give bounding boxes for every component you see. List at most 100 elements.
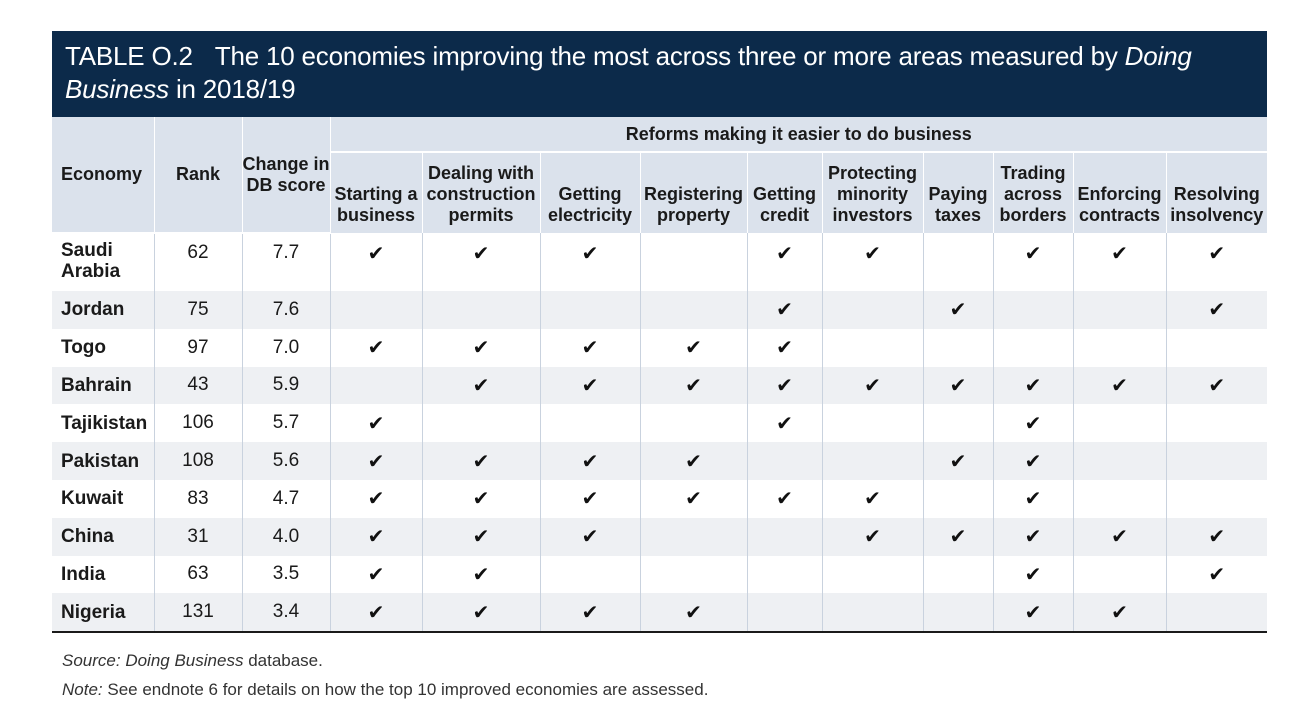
change-cell: 7.0: [241, 328, 330, 367]
header-reform-2: Getting electricity: [539, 152, 640, 233]
reform-cell: ✔: [421, 555, 540, 594]
reform-cell: ✔: [992, 442, 1073, 480]
check-icon: ✔: [1208, 526, 1226, 549]
check-icon: ✔: [776, 299, 793, 322]
check-icon: ✔: [685, 450, 702, 473]
economy-cell: India: [61, 563, 106, 585]
check-icon: ✔: [472, 374, 490, 397]
reform-cell: ✔: [639, 366, 747, 405]
reform-cell: ✔: [639, 328, 747, 367]
reform-cell: [746, 442, 822, 480]
check-icon: ✔: [776, 412, 793, 435]
check-icon: ✔: [1111, 243, 1128, 265]
reform-cell: [1165, 442, 1268, 480]
change-cell: 5.6: [241, 442, 330, 480]
reform-cell: [329, 366, 422, 405]
check-icon: ✔: [472, 243, 490, 265]
reform-cell: ✔: [1165, 233, 1268, 291]
reform-cell: [1165, 593, 1268, 634]
reform-cell: [539, 291, 640, 329]
check-icon: ✔: [685, 374, 702, 397]
table-row: Tajikistan 106 5.7 ✔ ✔ ✔: [52, 404, 1268, 443]
check-icon: ✔: [472, 601, 490, 624]
check-icon: ✔: [949, 374, 967, 397]
reform-cell: [1072, 328, 1166, 367]
reform-cell: ✔: [421, 593, 540, 634]
check-icon: ✔: [472, 488, 490, 511]
table-row: Kuwait 83 4.7 ✔ ✔ ✔ ✔ ✔ ✔ ✔: [52, 479, 1268, 518]
reform-cell: [639, 517, 747, 556]
check-icon: ✔: [949, 526, 967, 549]
change-cell: 7.7: [241, 233, 330, 291]
reform-cell: ✔: [992, 479, 1073, 518]
reform-cell: ✔: [992, 593, 1073, 634]
reform-cell: ✔: [1165, 555, 1268, 594]
reform-cell: ✔: [1072, 233, 1166, 291]
check-icon: ✔: [367, 243, 385, 265]
economy-cell: Pakistan: [52, 442, 154, 480]
header-economy: Economy: [52, 117, 154, 234]
reform-cell: ✔: [992, 404, 1073, 443]
check-icon: ✔: [1024, 526, 1042, 549]
rank-cell: 106: [153, 404, 242, 443]
header-reform-1: Dealing with construction permits: [421, 152, 540, 233]
title-italic: Doing Business: [65, 41, 1192, 104]
reform-cell: [821, 442, 923, 480]
check-icon: ✔: [1111, 601, 1128, 624]
reform-cell: ✔: [639, 442, 747, 480]
check-icon: ✔: [367, 337, 385, 360]
check-icon: ✔: [949, 299, 967, 322]
rank-cell: 97: [153, 328, 242, 367]
reform-cell: [1165, 479, 1268, 518]
economy-cell: China: [52, 517, 154, 556]
reform-cell: ✔: [329, 517, 422, 556]
rank-cell: 62: [153, 233, 242, 291]
table-row: Pakistan 108 5.6 ✔ ✔ ✔ ✔ ✔ ✔: [52, 442, 1268, 480]
reform-cell: [821, 404, 923, 443]
check-icon: ✔: [581, 601, 599, 624]
rank-cell: 131: [153, 593, 242, 634]
reform-cell: [1165, 328, 1268, 367]
header-reforms-group: Reforms making it easier to do business: [329, 117, 1268, 153]
reform-cell: [639, 555, 747, 594]
reform-cell: ✔: [821, 233, 923, 291]
reform-cell: ✔: [1165, 517, 1268, 556]
check-icon: ✔: [367, 563, 385, 586]
check-icon: ✔: [1208, 374, 1226, 397]
reform-cell: ✔: [639, 593, 747, 634]
reform-cell: ✔: [421, 442, 540, 480]
check-icon: ✔: [685, 601, 702, 624]
reform-cell: [746, 555, 822, 594]
check-icon: ✔: [864, 374, 881, 397]
check-icon: ✔: [472, 450, 490, 473]
check-icon: ✔: [1024, 563, 1042, 586]
check-icon: ✔: [472, 337, 490, 360]
check-icon: ✔: [1024, 601, 1042, 624]
reform-cell: ✔: [992, 555, 1073, 594]
reform-cell: ✔: [329, 593, 422, 634]
economy-cell: Nigeria: [52, 593, 154, 634]
table-row: Saudi Arabia 62 7.7 ✔ ✔ ✔ ✔ ✔ ✔ ✔ ✔: [52, 233, 1268, 291]
check-icon: ✔: [367, 450, 385, 473]
economy-cell: Togo: [61, 337, 107, 359]
reform-cell: ✔: [922, 291, 993, 329]
change-cell: 5.9: [241, 366, 330, 405]
check-icon: ✔: [1024, 374, 1042, 397]
economy-cell: Bahrain: [52, 366, 154, 405]
check-icon: ✔: [864, 526, 881, 549]
reform-cell: [421, 291, 540, 329]
check-icon: ✔: [367, 601, 385, 624]
reform-cell: [746, 517, 822, 556]
rank-cell: 63: [153, 555, 242, 594]
header-reform-6: Paying taxes: [922, 152, 993, 233]
reform-cell: ✔: [639, 479, 747, 518]
reform-cell: ✔: [992, 366, 1073, 405]
table-notes: Source: Doing Business database. Note: S…: [62, 646, 708, 704]
rank-cell: 43: [153, 366, 242, 405]
reform-cell: [329, 291, 422, 329]
reform-cell: [922, 479, 993, 518]
reform-cell: ✔: [329, 479, 422, 518]
reforms-table: Economy Rank Change in DB score Reforms …: [52, 117, 1268, 634]
change-cell: 4.7: [241, 479, 330, 518]
check-icon: ✔: [1024, 243, 1042, 265]
